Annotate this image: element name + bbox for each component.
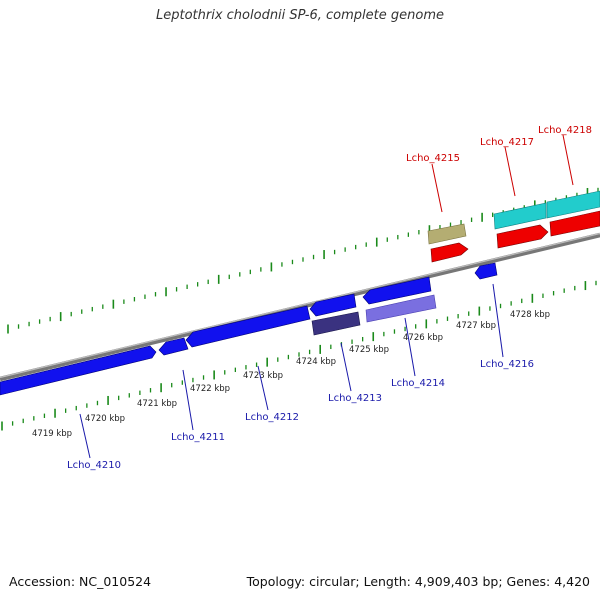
kbp-scale-labels: 4719 kbp 4720 kbp 4721 kbp 4722 kbp 4723… (32, 310, 550, 439)
bottom-gene-labels: Lcho_4210 Lcho_4211 Lcho_4212 Lcho_4213 … (67, 283, 534, 471)
top-strand-genes (427, 190, 600, 263)
leader-line-lcho-4211 (182, 369, 194, 431)
genome-backbone-highlight (0, 232, 600, 379)
bottom-tick-track (1, 280, 597, 431)
kbp-label: 4726 kbp (403, 333, 443, 343)
kbp-label: 4721 kbp (137, 399, 177, 409)
kbp-label: 4727 kbp (456, 321, 496, 331)
gene-label-lcho-4217[interactable]: Lcho_4217 (480, 137, 534, 148)
kbp-label: 4722 kbp (190, 384, 230, 394)
leader-line-lcho-4214 (404, 317, 416, 377)
gene-label-lcho-4215[interactable]: Lcho_4215 (406, 153, 460, 164)
kbp-label: 4725 kbp (349, 345, 389, 355)
gene-arrow-lcho-4217[interactable] (496, 224, 549, 249)
gene-arrow-lcho-4215[interactable] (430, 242, 469, 263)
genome-summary-text: Topology: circular; Length: 4,909,403 bp… (246, 574, 590, 589)
leader-line-lcho-4212 (257, 365, 269, 411)
kbp-label: 4728 kbp (510, 310, 550, 320)
kbp-label: 4720 kbp (85, 414, 125, 424)
kbp-label: 4723 kbp (243, 371, 283, 381)
gene-label-lcho-4211[interactable]: Lcho_4211 (171, 432, 225, 443)
kbp-label: 4724 kbp (296, 357, 336, 367)
gene-box-lcho-4218[interactable] (546, 190, 600, 219)
top-tick-track (7, 187, 599, 334)
gene-label-lcho-4216[interactable]: Lcho_4216 (480, 359, 534, 370)
gene-label-lcho-4212[interactable]: Lcho_4212 (245, 412, 299, 423)
gene-arrow-lcho-4218[interactable] (549, 210, 600, 237)
gene-arrow-lcho-4213[interactable] (309, 293, 357, 317)
gene-arrow-lcho-4210[interactable] (0, 345, 157, 396)
gene-arrow-lcho-4216[interactable] (474, 262, 498, 280)
gene-label-lcho-4218[interactable]: Lcho_4218 (538, 125, 592, 136)
top-gene-labels: Lcho_4215 Lcho_4217 Lcho_4218 (406, 125, 592, 213)
genome-backbone (0, 232, 600, 382)
leader-line-lcho-4217 (504, 146, 516, 197)
leader-line-lcho-4218 (562, 134, 574, 186)
leader-line-lcho-4210 (79, 413, 91, 459)
gene-box-lcho-4214-feature[interactable] (365, 294, 437, 323)
gene-arrow-lcho-4212[interactable] (185, 305, 311, 348)
gene-label-lcho-4214[interactable]: Lcho_4214 (391, 378, 445, 389)
leader-line-lcho-4213 (340, 342, 352, 392)
accession-text: Accession: NC_010524 (9, 574, 152, 589)
gene-arrow-lcho-4214[interactable] (362, 276, 432, 305)
gene-label-lcho-4210[interactable]: Lcho_4210 (67, 460, 121, 471)
gene-label-lcho-4213[interactable]: Lcho_4213 (328, 393, 382, 404)
gene-box-lcho-4213-feature[interactable] (311, 311, 361, 336)
map-title: Leptothrix cholodnii SP-6, complete geno… (156, 8, 444, 23)
leader-line-lcho-4216 (492, 283, 504, 358)
gene-box-lcho-4215-olive[interactable] (427, 223, 467, 245)
gene-box-lcho-4217[interactable] (493, 202, 547, 230)
gene-arrow-lcho-4211[interactable] (158, 337, 189, 356)
leader-line-lcho-4215 (431, 163, 443, 213)
bottom-strand-genes (0, 262, 498, 396)
kbp-label: 4719 kbp (32, 429, 72, 439)
